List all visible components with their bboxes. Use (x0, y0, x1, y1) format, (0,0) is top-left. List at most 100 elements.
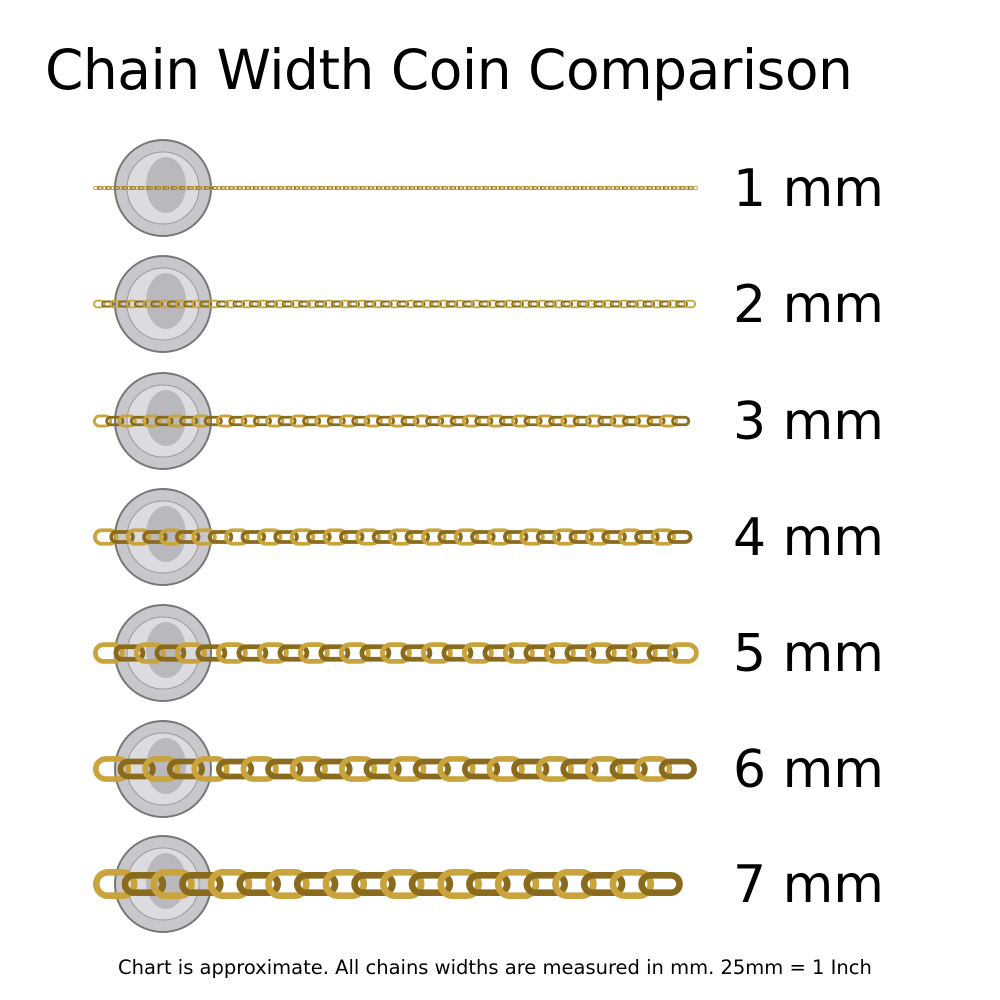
chain-link (613, 186, 621, 190)
chain-link (658, 414, 678, 428)
chain-link (609, 414, 629, 428)
chain-link (150, 868, 195, 900)
chain-link (121, 871, 167, 897)
chain-link (433, 186, 440, 190)
chain-link (527, 300, 541, 308)
chain-link (621, 186, 629, 190)
chain-link (117, 300, 131, 308)
chain-link (474, 415, 494, 427)
chain-link (617, 185, 625, 191)
chain-link (511, 414, 531, 428)
chain-link (552, 299, 565, 309)
chain-link (322, 185, 329, 191)
chain-link (240, 414, 260, 428)
chain-row: 5 mm (0, 598, 1000, 708)
chain-link (634, 756, 673, 782)
chain-link (511, 300, 524, 308)
chain-link (502, 530, 529, 544)
chain-link (162, 186, 170, 190)
chain-row-graphic (93, 139, 698, 237)
chain-link (502, 642, 535, 664)
chain-row: 6 mm (0, 714, 1000, 824)
chain-link (412, 185, 420, 191)
chain-link (252, 415, 272, 427)
chain-link (400, 415, 420, 427)
chain-link (355, 299, 369, 309)
chain-link (330, 300, 344, 308)
chain-link (597, 186, 604, 190)
chain-link (621, 415, 641, 427)
chain-link (289, 299, 303, 309)
chain-link (498, 415, 518, 427)
chain-link (142, 414, 162, 428)
chain-link (150, 300, 164, 308)
chain-link (667, 185, 674, 191)
chain-link (355, 528, 381, 546)
chain-link (421, 299, 434, 309)
chain-link (503, 299, 516, 309)
chain-link (642, 300, 656, 308)
chain-link (478, 185, 485, 191)
chain-link (203, 415, 223, 427)
chain-link (265, 758, 304, 780)
chain-link (412, 758, 451, 780)
chain-link (371, 185, 379, 191)
chain-link (593, 185, 600, 191)
chain-link (298, 185, 305, 191)
chain-link (605, 186, 612, 190)
chain-link (408, 871, 454, 897)
chain-link (453, 299, 467, 309)
chain-link (543, 300, 557, 308)
chain-link (552, 868, 597, 900)
chain-link (191, 756, 230, 782)
chain-link (437, 756, 476, 782)
chain-link (265, 185, 272, 191)
chain-link (662, 186, 670, 190)
chain-link (170, 186, 178, 190)
chain-link (244, 186, 252, 190)
chain-link (515, 186, 522, 190)
chain-link (113, 644, 146, 662)
chain-link (134, 642, 166, 664)
chain-link (494, 300, 508, 308)
chain-link (363, 300, 377, 308)
chain-link (523, 871, 568, 897)
chain-link (150, 185, 157, 191)
chain-link (215, 758, 255, 780)
chain-link (425, 186, 432, 190)
chain-link (109, 299, 123, 309)
chain-link (129, 415, 149, 427)
chain-link (560, 185, 567, 191)
quarter-coin-icon (114, 372, 212, 470)
chain-link (671, 415, 691, 427)
chain-link (203, 186, 211, 190)
chain-link (560, 758, 599, 780)
chain-link (609, 868, 655, 900)
chain-link (478, 300, 492, 308)
chain-link (134, 185, 141, 191)
chain-link (158, 528, 185, 546)
chain-link (679, 186, 686, 190)
chain-link (191, 414, 211, 428)
chain-width-label: 3 mm (733, 392, 884, 452)
chain-link (380, 868, 425, 900)
chain-link (634, 299, 647, 309)
chain-link (576, 300, 590, 308)
chain-link (523, 415, 543, 427)
chain-link (236, 644, 269, 662)
chain-link (363, 185, 370, 191)
chain-link (232, 300, 246, 308)
chain-link (277, 186, 284, 190)
footer-note: Chart is approximate. All chains widths … (118, 956, 872, 979)
chain-width-label: 5 mm (733, 624, 884, 684)
chain-link (297, 642, 330, 664)
chain-link (466, 871, 511, 897)
chain-link (363, 758, 402, 780)
chain-link (339, 414, 359, 428)
chain-link (617, 299, 631, 309)
chain-link (638, 871, 683, 897)
chain-link (609, 758, 648, 780)
chain-link (191, 528, 217, 546)
chain-link (535, 756, 574, 782)
chain-link (486, 756, 525, 782)
